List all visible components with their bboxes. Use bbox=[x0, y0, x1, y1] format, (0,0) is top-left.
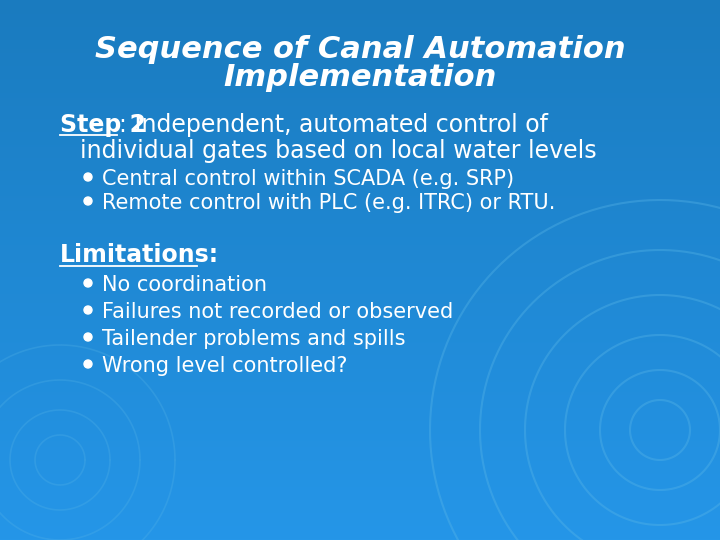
Circle shape bbox=[84, 279, 92, 287]
Circle shape bbox=[84, 173, 92, 181]
Text: : Independent, automated control of: : Independent, automated control of bbox=[119, 113, 548, 137]
Text: Remote control with PLC (e.g. ITRC) or RTU.: Remote control with PLC (e.g. ITRC) or R… bbox=[102, 193, 555, 213]
Circle shape bbox=[84, 197, 92, 205]
Text: Failures not recorded or observed: Failures not recorded or observed bbox=[102, 302, 454, 322]
Text: Limitations:: Limitations: bbox=[60, 243, 219, 267]
Text: Implementation: Implementation bbox=[223, 63, 497, 91]
Text: Wrong level controlled?: Wrong level controlled? bbox=[102, 356, 348, 376]
Text: Sequence of Canal Automation: Sequence of Canal Automation bbox=[95, 36, 625, 64]
Text: Step 2: Step 2 bbox=[60, 113, 146, 137]
Text: No coordination: No coordination bbox=[102, 275, 267, 295]
Circle shape bbox=[84, 360, 92, 368]
Text: Tailender problems and spills: Tailender problems and spills bbox=[102, 329, 405, 349]
Circle shape bbox=[84, 333, 92, 341]
Circle shape bbox=[84, 306, 92, 314]
Text: individual gates based on local water levels: individual gates based on local water le… bbox=[80, 139, 597, 163]
Text: Central control within SCADA (e.g. SRP): Central control within SCADA (e.g. SRP) bbox=[102, 169, 514, 189]
